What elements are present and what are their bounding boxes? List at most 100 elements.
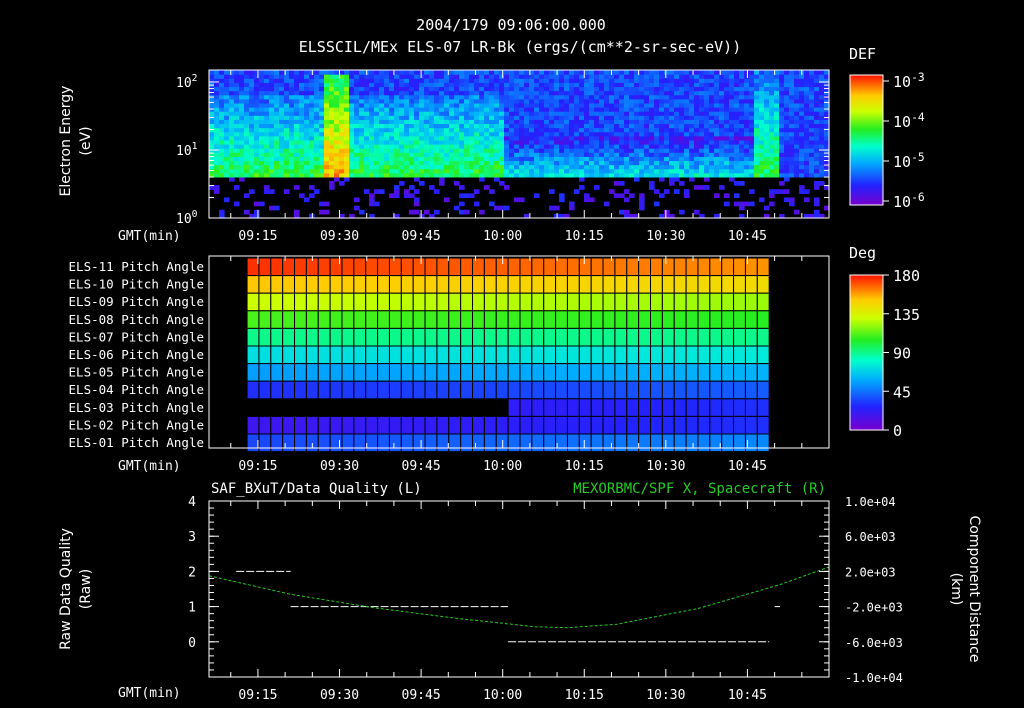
spectrogram-cell [304,127,310,133]
spectrogram-cell [369,111,375,116]
spectrogram-cell [304,115,310,120]
spectrogram-cell [819,135,825,141]
spectrogram-cell [434,152,440,157]
spectrogram-cell [804,70,810,75]
spectrogram-cell [314,164,320,170]
spectrogram-cell [264,90,270,96]
pitch-angle-cell [566,380,580,400]
spectrogram-cell [779,123,785,129]
spectrogram-cell [549,156,555,162]
spectrogram-cell [394,135,400,141]
spectrogram-cell [474,131,480,137]
spectrogram-cell [729,144,735,149]
spectrogram-cell [589,144,595,149]
spectrogram-cell [464,111,470,116]
spectrogram-cell [234,148,240,153]
spectrogram-cell [229,152,235,157]
spectrogram-cell [354,123,360,129]
spectrogram-cell [329,94,335,100]
spectrogram-cell [594,156,600,162]
spectrogram-cell [314,123,320,129]
spectrogram-cell [249,168,255,174]
spectrogram-cell [659,160,665,166]
spectrogram-cell [749,160,755,166]
spectrogram-cell [674,148,680,153]
pitch-angle-cell [329,380,343,400]
spectrogram-cell [214,160,220,166]
y-tick-label: -2.0e+03 [845,601,903,615]
spectrogram-cell [744,131,750,137]
spectrogram-cell [349,144,355,149]
spectrogram-cell [629,193,635,199]
spectrogram-cell [684,139,690,145]
spectrogram-cell [399,156,405,162]
spectrogram-cell [524,82,530,88]
spectrogram-cell [304,74,310,79]
spectrogram-cell [744,94,750,100]
spectrogram-cell [319,115,325,120]
spectrogram-cell [759,119,765,125]
spectrogram-cell [474,127,480,133]
spectrogram-cell [819,74,825,79]
spectrogram-cell [489,107,495,112]
spectrogram-cell [474,135,480,141]
spectrogram-cell [369,82,375,88]
pitch-angle-cell [341,275,355,294]
spectrogram-cell [644,123,650,129]
spectrogram-cell [254,74,260,79]
pitch-angle-cell [673,292,687,312]
spectrogram-cell [754,135,760,141]
spectrogram-cell [394,82,400,88]
spectrogram-cell [789,111,795,116]
spectrogram-cell [449,111,455,116]
spectrogram-cell [689,70,695,75]
pitch-angle-cell [531,345,545,365]
spectrogram-cell [429,98,435,104]
spectrogram-cell [594,111,600,116]
spectrogram-cell [754,107,760,112]
spectrogram-cell [234,78,240,83]
spectrogram-cell [564,168,570,174]
spectrogram-cell [594,123,600,129]
spectrogram-cell [489,135,495,141]
spectrogram-cell [239,98,245,104]
spectrogram-cell [334,172,340,178]
spectrogram-cell [339,144,345,149]
spectrogram-cell [614,160,620,166]
spectrogram-cell [699,119,705,125]
pitch-angle-cell [483,363,497,382]
spectrogram-cell [249,115,255,120]
spectrogram-cell [689,160,695,166]
spectrogram-cell [594,144,600,149]
spectrogram-cell [609,82,615,88]
spectrogram-cell [369,172,375,178]
pitch-angle-cell [661,327,675,347]
spectrogram-cell [669,107,675,112]
spectrogram-cell [534,127,540,133]
spectrogram-cell [504,127,510,133]
spectrogram-cell [719,152,725,157]
spectrogram-cell [739,74,745,79]
spectrogram-cell [804,86,810,92]
spectrogram-cell [214,152,220,157]
pitch-angle-cell [400,292,414,312]
pitch-angle-cell [709,327,723,347]
spectrogram-cell [349,102,355,108]
spectrogram-cell [569,144,575,149]
spectrogram-cell [319,152,325,157]
pitch-angle-cell [412,433,426,453]
spectrogram-cell [529,70,535,75]
spectrogram-cell [274,172,280,178]
spectrogram-cell [449,90,455,96]
spectrogram-cell [569,148,575,153]
spectrogram-cell [774,160,780,166]
spectrogram-cell [804,135,810,141]
spectrogram-cell [454,74,460,79]
spectrogram-cell [559,86,565,92]
spectrogram-cell [639,148,645,153]
spectrogram-cell [424,209,430,215]
spectrogram-cell [409,86,415,92]
spectrogram-cell [339,181,345,186]
spectrogram-cell [714,70,720,75]
